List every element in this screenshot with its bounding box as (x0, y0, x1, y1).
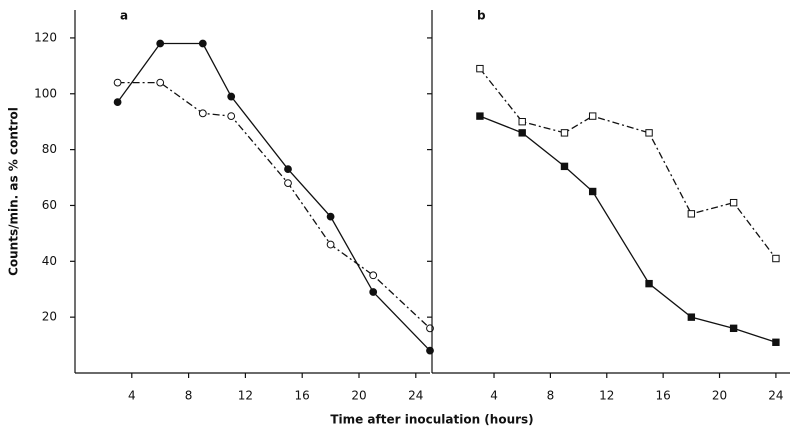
marker (518, 129, 526, 137)
marker (156, 78, 165, 87)
marker (326, 212, 335, 221)
marker (560, 162, 569, 171)
marker (518, 117, 526, 126)
x-tick-label: 4 (128, 389, 136, 403)
marker (476, 64, 484, 73)
marker (645, 279, 653, 288)
x-tick-label: 24 (768, 389, 783, 403)
x-tick-label: 16 (656, 389, 671, 403)
y-axis-label: Counts/min. as % control (7, 107, 21, 276)
panel-label: a (120, 9, 128, 23)
x-axis-label: Time after inoculation (hours) (330, 413, 533, 427)
x-tick-label: 4 (490, 389, 498, 403)
x-tick-label: 12 (238, 389, 253, 403)
marker (113, 78, 122, 87)
x-tick-label: 20 (351, 389, 366, 403)
series-line (117, 81, 431, 329)
marker (476, 112, 484, 120)
marker (588, 112, 597, 120)
marker (560, 129, 569, 137)
series-line (479, 68, 777, 259)
marker (113, 98, 122, 107)
y-tick-label: 100 (34, 86, 57, 100)
marker (772, 254, 780, 263)
marker (227, 112, 236, 121)
marker (687, 210, 696, 218)
marker (588, 187, 597, 196)
y-tick-label: 120 (34, 30, 57, 44)
y-tick-label: 60 (42, 198, 57, 212)
series-line (117, 42, 431, 352)
marker (729, 324, 738, 333)
x-tick-label: 8 (547, 389, 555, 403)
marker (687, 313, 696, 321)
x-tick-label: 12 (599, 389, 614, 403)
x-tick-label: 24 (408, 389, 423, 403)
marker (772, 338, 780, 346)
x-tick-label: 8 (185, 389, 193, 403)
y-tick-label: 40 (42, 254, 57, 268)
marker (198, 109, 207, 118)
y-tick-label: 80 (42, 142, 57, 156)
marker (198, 39, 207, 48)
marker (729, 198, 738, 207)
marker (227, 92, 236, 101)
marker (156, 39, 165, 48)
marker (369, 271, 378, 280)
series-line (479, 115, 777, 343)
marker (284, 165, 292, 174)
marker (369, 288, 378, 296)
marker (645, 129, 653, 137)
marker (326, 240, 335, 249)
marker (284, 179, 292, 188)
x-tick-label: 20 (712, 389, 727, 403)
x-tick-label: 16 (295, 389, 310, 403)
panel-label: b (477, 9, 486, 23)
y-tick-label: 20 (42, 310, 57, 324)
